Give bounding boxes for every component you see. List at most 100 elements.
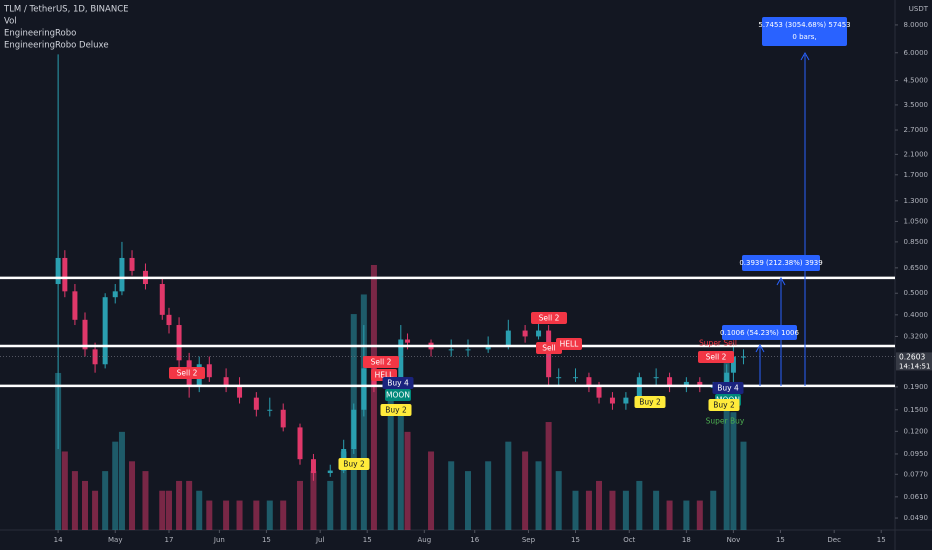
candle-body	[361, 368, 367, 410]
candle-body	[740, 356, 746, 358]
volume-bar	[129, 461, 136, 530]
x-tick-label: Dec	[827, 536, 841, 544]
signal-label: Buy 2	[713, 401, 735, 410]
y-tick-label: 0.4000	[904, 311, 929, 319]
measure-label: 0.3939 (212.38%) 3939	[739, 259, 822, 267]
volume-bar	[370, 265, 377, 530]
candle-body	[636, 377, 642, 398]
volume-bar	[236, 500, 243, 530]
candle-body	[82, 319, 88, 350]
volume-bar	[622, 490, 629, 530]
plot-area	[0, 54, 895, 530]
signal-label-box	[363, 356, 399, 368]
y-tick-label: 0.0950	[904, 450, 929, 458]
volume-bar	[81, 480, 88, 530]
candle-body	[485, 345, 491, 350]
y-tick-label: 4.5000	[904, 77, 929, 85]
candle-body	[405, 339, 411, 343]
y-tick-label: 6.0000	[904, 49, 929, 57]
countdown: 14:14:51	[899, 362, 930, 370]
volume-bar	[666, 500, 673, 530]
volume-bar	[310, 471, 317, 530]
x-tick-label: 17	[165, 536, 174, 544]
candle-body	[596, 386, 602, 398]
y-tick-label: 0.1500	[904, 406, 929, 414]
indicator-label: Vol	[4, 17, 17, 27]
candle-body	[653, 377, 659, 379]
volume-bar	[165, 490, 172, 530]
signal-label: Sell 2	[371, 358, 392, 367]
candle-body	[237, 386, 243, 398]
volume-bar	[683, 500, 690, 530]
signal-label-box	[708, 399, 740, 411]
volume-bar	[505, 441, 512, 530]
y-tick-label: 0.1900	[904, 383, 929, 391]
volume-bar	[710, 490, 717, 530]
y-tick-label: 1.3000	[904, 197, 929, 205]
candle-body	[465, 349, 471, 351]
candle-body	[398, 339, 404, 387]
x-tick-label: Jun	[213, 536, 225, 544]
volume-bar	[522, 451, 529, 530]
volume-bar	[387, 392, 394, 530]
y-tick-label: 0.1200	[904, 427, 929, 435]
indicator-label: EngineeringRobo Deluxe	[4, 41, 109, 51]
volume-bar	[535, 461, 542, 530]
y-tick-label: 0.5000	[904, 289, 929, 297]
y-tick-label: 0.0610	[904, 493, 929, 501]
candle-body	[102, 297, 108, 365]
candle-body	[176, 325, 182, 361]
volume-bar	[428, 451, 435, 530]
signal-label-box	[536, 342, 562, 354]
candle-body	[112, 291, 118, 298]
x-tick-label: 15	[776, 536, 785, 544]
y-tick-label: 8.0000	[904, 21, 929, 29]
candle-body	[206, 364, 212, 378]
signal-label: Buy 4	[717, 384, 739, 393]
candle-body	[327, 470, 333, 474]
volume-bar	[297, 480, 304, 530]
candle-body	[92, 349, 98, 365]
x-tick-label: Nov	[727, 536, 741, 544]
candle-body	[573, 377, 579, 379]
candle-body	[623, 397, 629, 404]
volume-bar	[397, 412, 404, 530]
candle-body	[267, 409, 273, 411]
candle-body	[253, 397, 259, 410]
volume-bar	[555, 471, 562, 530]
measure-label: 0.1006 (54.23%) 1006	[720, 329, 799, 337]
x-tick-label: 14	[54, 536, 63, 544]
volume-bar	[464, 471, 471, 530]
signal-label: Sell 2	[539, 314, 560, 323]
candle-body	[683, 381, 689, 387]
last-price-box	[896, 352, 932, 371]
y-tick-label: 0.8500	[904, 238, 929, 246]
candle-body	[55, 257, 61, 285]
candle-body	[556, 377, 562, 379]
x-tick-label: May	[108, 536, 122, 544]
volume-bar	[206, 500, 213, 530]
x-tick-label: 16	[470, 536, 479, 544]
signal-label-box	[531, 312, 567, 324]
volume-bar	[696, 500, 703, 530]
signal-label: Sell	[542, 344, 556, 353]
y-tick-label: 0.0490	[904, 514, 929, 522]
signal-label-box	[380, 404, 412, 416]
x-tick-label: 15	[877, 536, 886, 544]
volume-bar	[740, 441, 747, 530]
volume-bar	[142, 471, 149, 530]
volume-bar	[636, 480, 643, 530]
signal-label: Buy 2	[385, 406, 407, 415]
x-tick-label: 18	[682, 536, 691, 544]
volume-bar	[723, 353, 730, 530]
signal-label-box	[382, 377, 414, 389]
candle-body	[351, 409, 357, 449]
y-tick-label: 0.6500	[904, 264, 929, 272]
axis-unit: USDT	[909, 5, 929, 13]
signal-label-box	[338, 458, 370, 470]
signal-label: Buy 2	[639, 398, 661, 407]
x-tick-label: 15	[571, 536, 580, 544]
volume-bar	[404, 431, 411, 530]
y-tick-label: 0.0770	[904, 470, 929, 478]
